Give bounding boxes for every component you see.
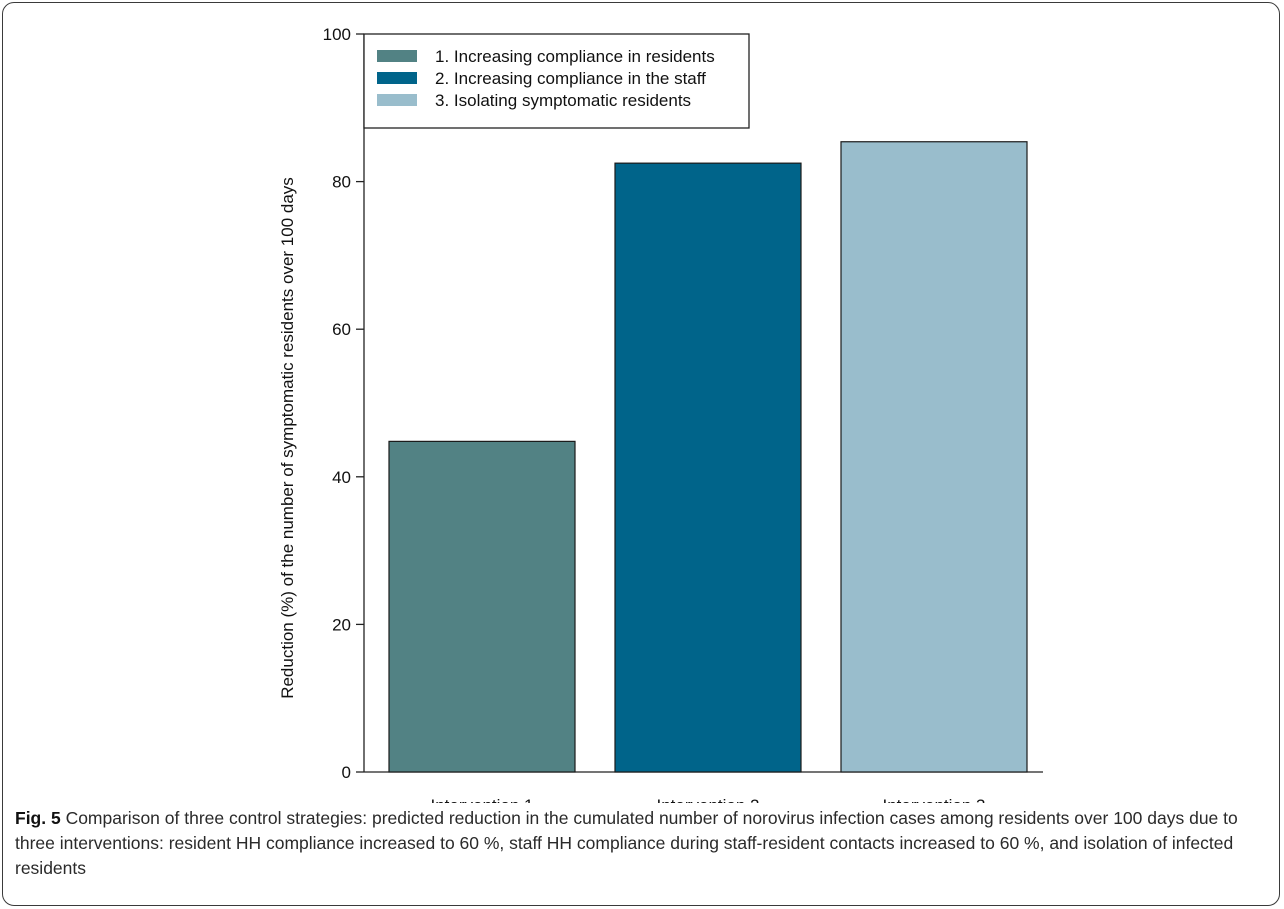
y-tick-label: 0 [342,763,351,782]
x-axis-labels: Intervention 1 Intervention 2 Intervention… [430,796,985,803]
y-tick-label: 100 [323,25,351,44]
legend-label: 3. Isolating symptomatic residents [435,91,691,110]
bar-1 [388,440,576,773]
y-axis-label: Reduction (%) of the number of symptomat… [278,177,297,699]
figure-caption: Fig. 5 Comparison of three control strat… [15,806,1277,881]
figure-caption-text: Comparison of three control strategies: … [15,808,1238,878]
figure-label: Fig. 5 [15,808,61,828]
legend-swatch [377,50,417,62]
x-tick-label: Intervention 2 [656,796,759,803]
bars [388,141,1028,773]
legend-swatch [377,94,417,106]
bar-2 [614,162,802,773]
legend-swatch [377,72,417,84]
legend-label: 1. Increasing compliance in residents [435,47,715,66]
y-tick-label: 60 [332,320,351,339]
legend-box [363,33,750,129]
y-tick-label: 80 [332,173,351,192]
x-tick-label: Intervention 3 [882,796,985,803]
y-tick-label: 20 [332,615,351,634]
legend: 1. Increasing compliance in residents 2. … [363,33,750,129]
legend-label: 2. Increasing compliance in the staff [435,69,706,88]
y-tick-label: 40 [332,468,351,487]
x-tick-label: Intervention 1 [430,796,533,803]
bar-3 [840,141,1028,773]
